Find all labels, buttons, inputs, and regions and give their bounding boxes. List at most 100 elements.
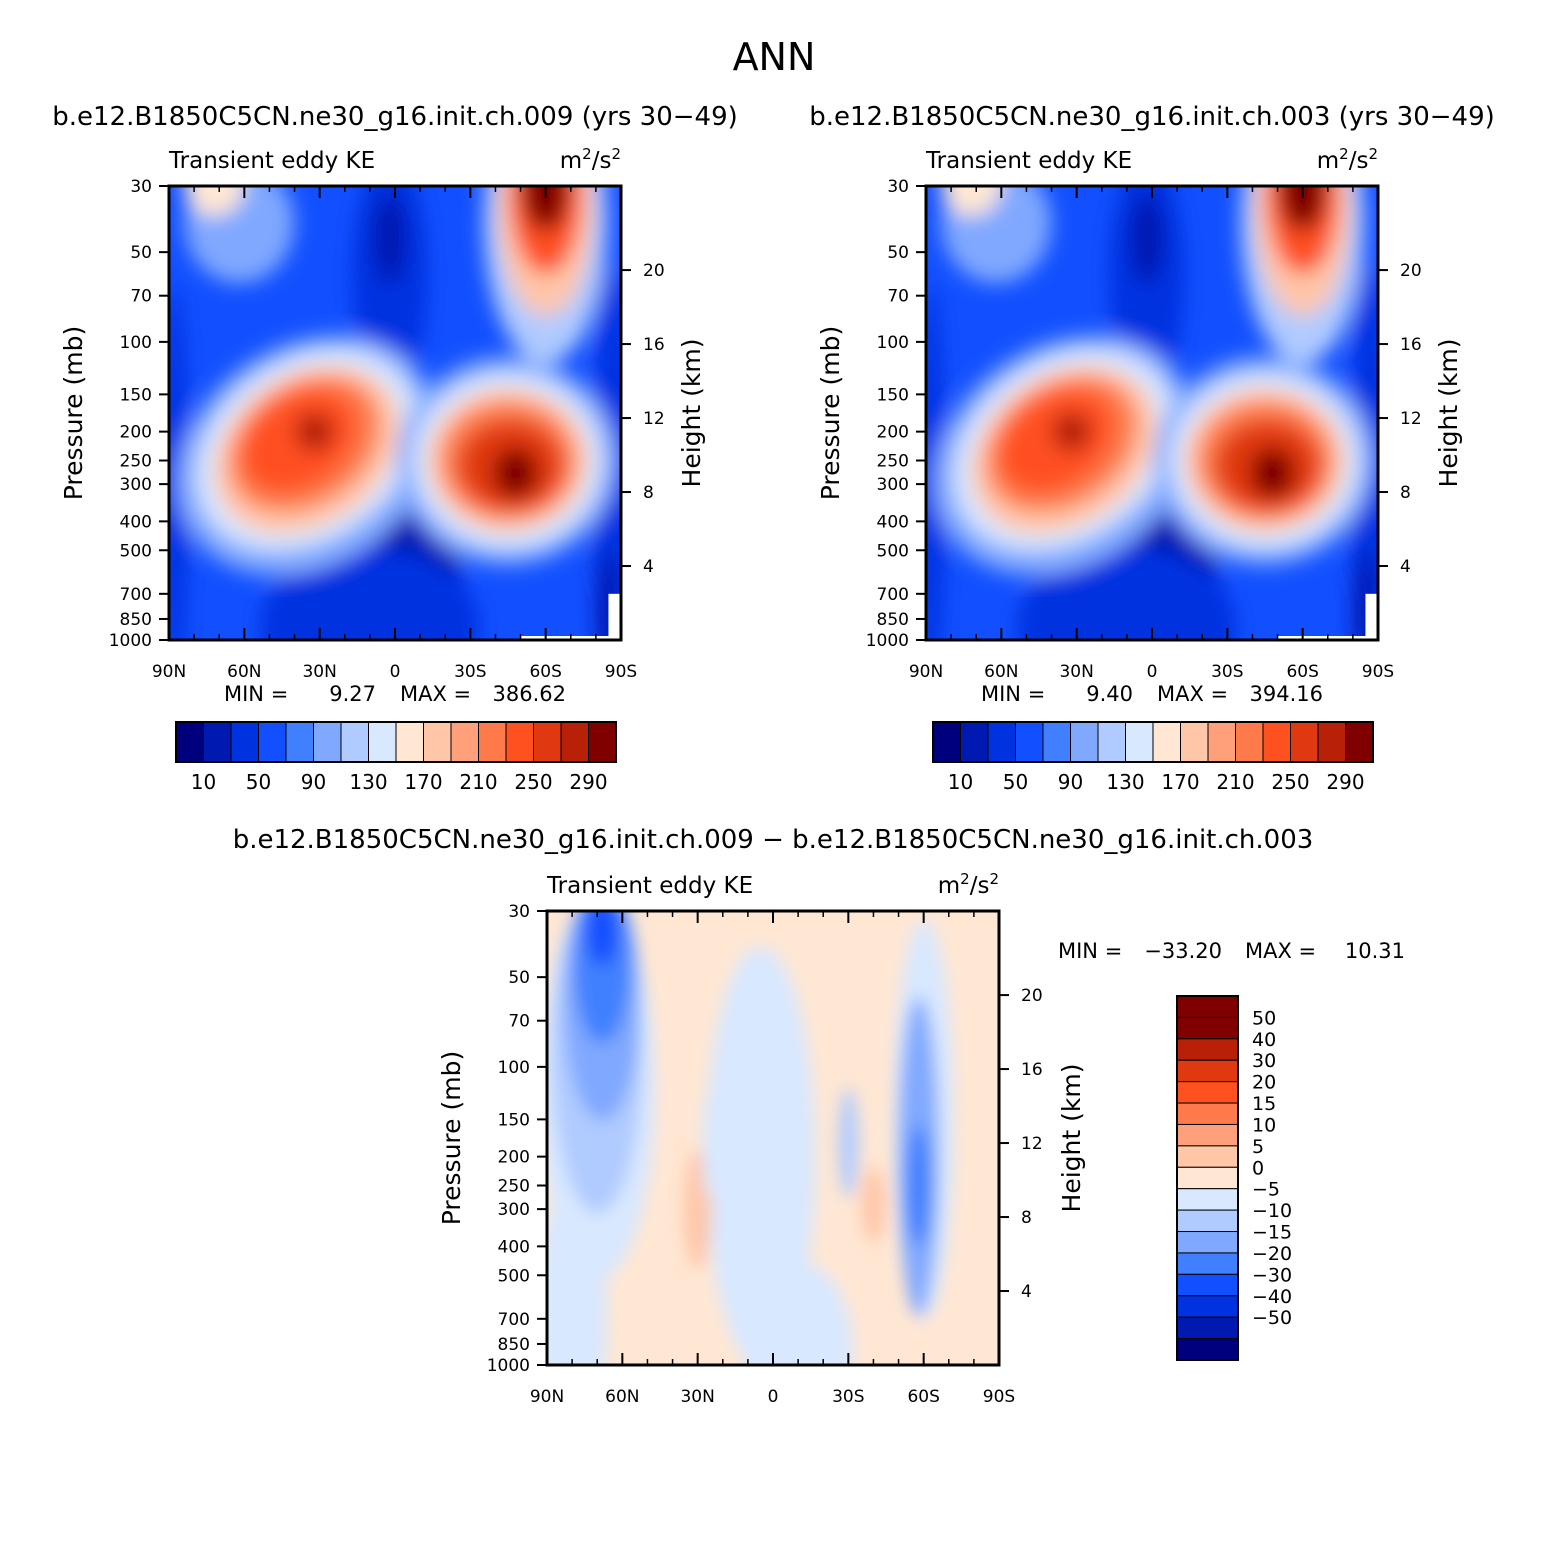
x-tick-label: 90N xyxy=(530,1387,564,1407)
colorbar-swatch xyxy=(1176,1123,1239,1147)
colorbar-swatch xyxy=(505,721,534,763)
panel-2-max-label: MAX = xyxy=(1157,682,1228,706)
contour-layers xyxy=(169,186,621,640)
colorbar-frame xyxy=(1176,995,1239,1361)
colorbar-swatch xyxy=(588,721,617,763)
colorbar-swatch xyxy=(1015,721,1044,763)
tropical-upper-core xyxy=(373,193,406,284)
colorbar-label: 210 xyxy=(459,770,497,794)
panel-1-left-title: Transient eddy KE xyxy=(168,148,375,174)
missing-data-strip xyxy=(1277,636,1368,640)
panel-1-min-value: 9.27 xyxy=(329,682,376,706)
colorbar-swatch xyxy=(478,721,507,763)
x-tick-label: 90S xyxy=(605,662,637,682)
sh-positive-blob xyxy=(861,1166,886,1243)
colorbar-swatch xyxy=(1176,1102,1239,1125)
y-tick-label: 100 xyxy=(120,333,152,353)
y-tick-label: 400 xyxy=(120,512,152,532)
panel-1-units: m2/s2 xyxy=(560,145,621,174)
colorbar-label: 50 xyxy=(1003,770,1028,794)
colorbar-swatch xyxy=(1262,721,1291,763)
colorbar-label: 250 xyxy=(1271,770,1309,794)
panel-2-axes: 90N 60N 30N 0 30S 60S 90S 30 50 70 100 150 200 250 300… xyxy=(866,177,1422,682)
colorbar-swatch xyxy=(1207,721,1236,763)
colorbar-swatch xyxy=(313,721,342,763)
x-tick-label: 30S xyxy=(454,662,486,682)
colorbar-swatch xyxy=(1176,1252,1239,1275)
colorbar-swatch xyxy=(1042,721,1071,763)
colorbar-swatch xyxy=(1176,995,1239,1018)
sh-strat-core xyxy=(521,186,570,231)
colorbar-swatch xyxy=(423,721,452,763)
x-tick-label: 60S xyxy=(1286,662,1318,682)
panel-2-contour-field xyxy=(926,186,1378,640)
y2-tick-label: 16 xyxy=(1021,1060,1043,1080)
y-tick-label: 150 xyxy=(498,1110,530,1130)
colorbar-swatch xyxy=(258,721,287,763)
colorbar-label: 90 xyxy=(1058,770,1083,794)
colorbar-swatch xyxy=(340,721,369,763)
x-tick-label: 90S xyxy=(983,1387,1015,1407)
colorbar-swatch xyxy=(1176,1016,1239,1040)
panel-1-max-label: MAX = xyxy=(400,682,471,706)
y-tick-label: 250 xyxy=(498,1177,530,1197)
nh-polar-core xyxy=(586,911,619,966)
colorbar-swatch xyxy=(285,721,314,763)
y-tick-label: 30 xyxy=(887,177,909,197)
nh-jet-core xyxy=(1051,411,1092,452)
panel-2-ylabel: Pressure (mb) xyxy=(816,326,845,500)
colorbar-swatch xyxy=(1097,721,1126,763)
x-tick-label: 30N xyxy=(302,662,336,682)
colorbar-label: −20 xyxy=(1252,1243,1292,1265)
panel-1-axes: 90N 60N 30N 0 30S 60S 90S 30 50 70 100 150 200 250 300… xyxy=(109,177,665,682)
colorbar-swatch xyxy=(1176,1081,1239,1104)
contour-clip xyxy=(169,186,621,640)
tropical-negative xyxy=(705,946,816,1365)
y2-tick-label: 16 xyxy=(1400,335,1422,355)
figure-title: ANN xyxy=(733,35,816,79)
x-tick-label: 60S xyxy=(907,1387,939,1407)
y2-tick-label: 4 xyxy=(1400,557,1411,577)
colorbar-swatch xyxy=(395,721,424,763)
y-tick-label: 1000 xyxy=(487,1356,530,1376)
colorbar-label: 170 xyxy=(1161,770,1199,794)
y2-tick-label: 20 xyxy=(1400,261,1422,281)
x-tick-label: 0 xyxy=(1147,662,1158,682)
nh-upper-polar xyxy=(941,186,1052,284)
x-tick-label: 0 xyxy=(390,662,401,682)
panel-2-left-title: Transient eddy KE xyxy=(925,148,1132,174)
panel-2-min-label: MIN = xyxy=(981,682,1045,706)
colorbar-label: 290 xyxy=(569,770,607,794)
sh-column-core xyxy=(906,1125,931,1246)
x-tick-label: 60S xyxy=(529,662,561,682)
colorbar-swatch xyxy=(1290,721,1319,763)
y2-tick-label: 20 xyxy=(1021,986,1043,1006)
panel-3-min-label: MIN = xyxy=(1058,939,1122,963)
panel-1-max-value: 386.62 xyxy=(493,682,566,706)
colorbar-swatch xyxy=(1345,721,1374,763)
panel-3-ylabel: Pressure (mb) xyxy=(437,1051,466,1225)
nh-upper-polar-core xyxy=(941,186,1002,216)
x-tick-label: 60N xyxy=(227,662,261,682)
y-tick-label: 850 xyxy=(877,610,909,630)
colorbar-label: 130 xyxy=(1106,770,1144,794)
colorbar-swatch xyxy=(1176,1316,1239,1340)
y-tick-label: 100 xyxy=(877,333,909,353)
panel-2-colorbar: 10 50 90 130 170 210 250 290 xyxy=(932,721,1374,794)
x-tick-label: 60N xyxy=(984,662,1018,682)
contour-clip xyxy=(547,911,999,1365)
panel-3-axes: 90N 60N 30N 0 30S 60S 90S 30 50 70 100 150 200 250 300… xyxy=(487,902,1043,1407)
contour-layers xyxy=(926,186,1378,640)
nh-upper-polar-core xyxy=(184,186,245,216)
x-tick-label: 90S xyxy=(1362,662,1394,682)
colorbar-swatch xyxy=(932,721,961,763)
colorbar-swatch xyxy=(1176,1059,1239,1083)
panel-1: b.e12.B1850C5CN.ne30_g16.init.ch.009 (yr… xyxy=(52,102,738,794)
colorbar-swatch xyxy=(1176,1338,1239,1361)
y-tick-label: 150 xyxy=(120,385,152,405)
colorbar-swatch xyxy=(1235,721,1264,763)
colorbar-label: 50 xyxy=(1252,1007,1276,1029)
panel-3-case-title: b.e12.B1850C5CN.ne30_g16.init.ch.009 − b… xyxy=(233,825,1314,855)
colorbar-label: 10 xyxy=(1252,1114,1276,1136)
colorbar-label: 250 xyxy=(514,770,552,794)
